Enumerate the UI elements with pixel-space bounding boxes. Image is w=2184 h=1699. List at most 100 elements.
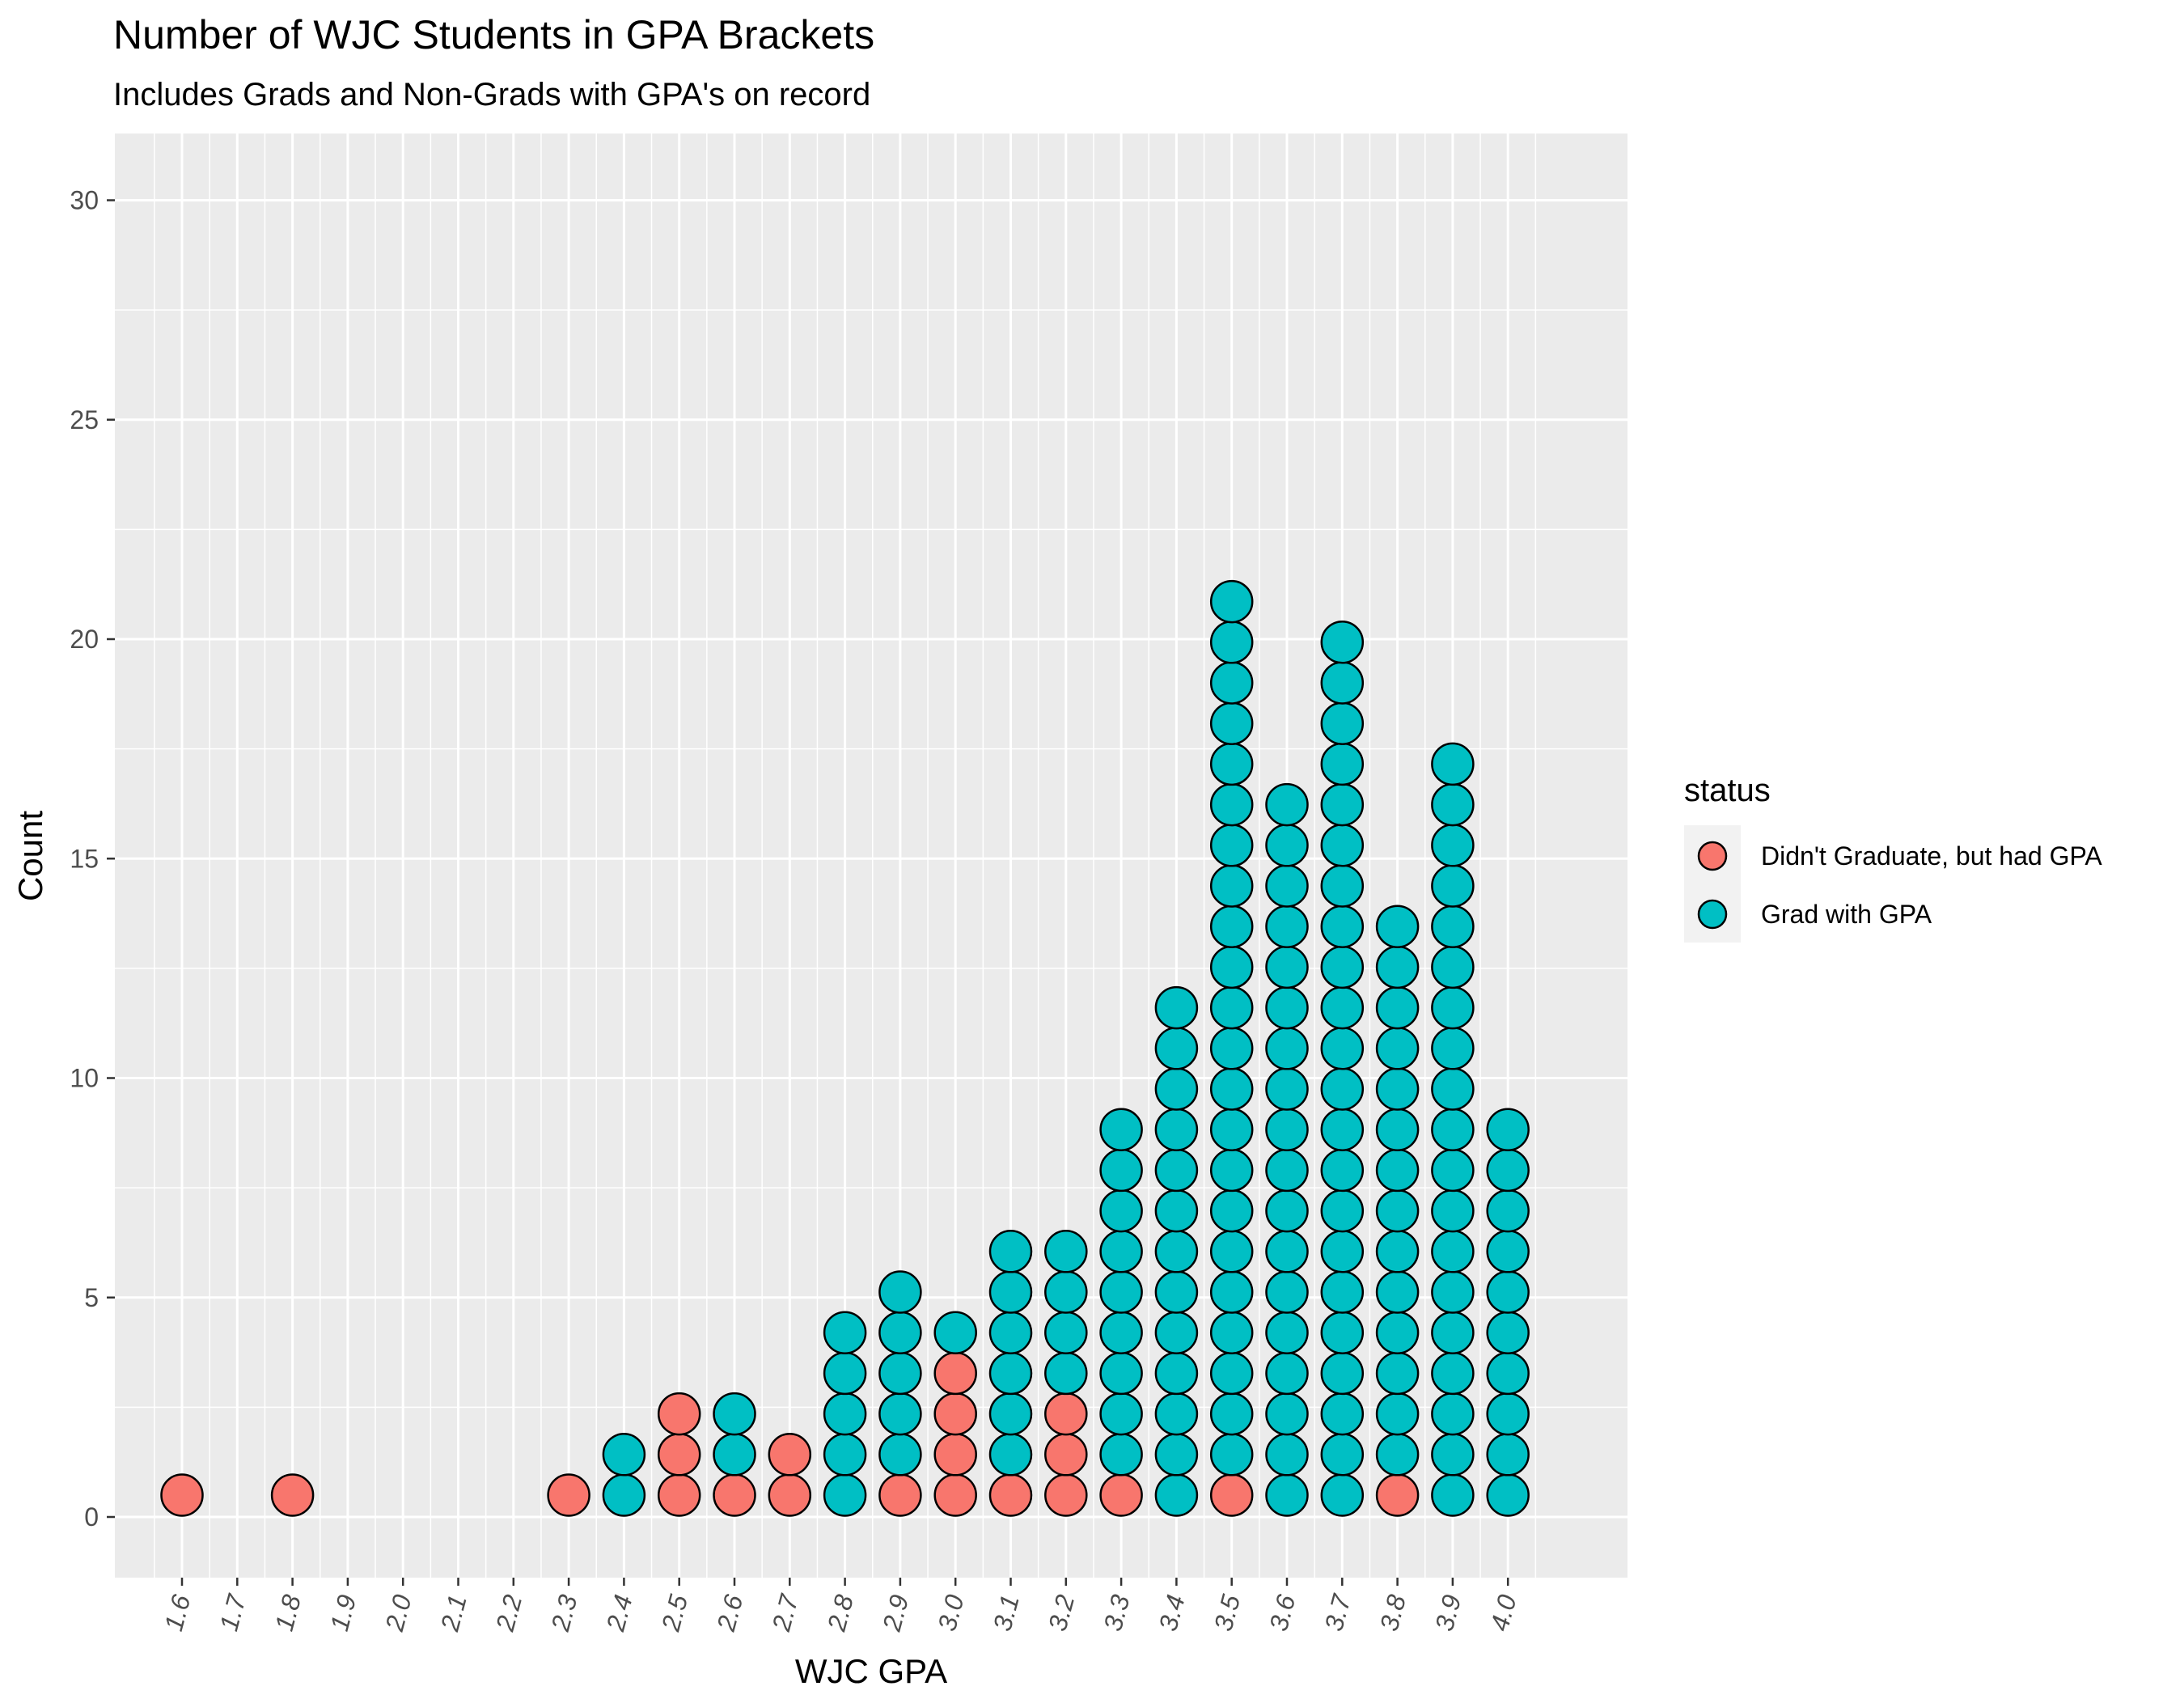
dot-grad-with-gpa	[1209, 1148, 1254, 1193]
dot-grad-with-gpa	[1154, 1351, 1199, 1396]
dot-didnt-graduate	[878, 1473, 922, 1517]
dot-grad-with-gpa	[988, 1270, 1033, 1314]
dot-grad-with-gpa	[1265, 1433, 1309, 1477]
y-axis: 0 5 10 15 20 25 30	[70, 186, 115, 1532]
legend-label-grad-with-gpa: Grad with GPA	[1761, 900, 1932, 929]
dot-grad-with-gpa	[988, 1433, 1033, 1477]
dot-grad-with-gpa	[1209, 661, 1254, 705]
dot-grad-with-gpa	[1265, 1148, 1309, 1193]
dot-didnt-graduate	[1044, 1473, 1088, 1517]
dot-grad-with-gpa	[1154, 1433, 1199, 1477]
dot-grad-with-gpa	[1375, 1311, 1420, 1354]
dot-grad-with-gpa	[1320, 742, 1365, 786]
dot-grad-with-gpa	[1486, 1270, 1530, 1314]
dot-grad-with-gpa	[1044, 1311, 1088, 1354]
x-tick-label: 2.3	[545, 1591, 583, 1634]
x-tick-label: 3.1	[988, 1591, 1025, 1633]
dot-didnt-graduate	[657, 1392, 701, 1436]
dot-grad-with-gpa	[1375, 985, 1420, 1030]
dot-grad-with-gpa	[1209, 824, 1254, 867]
x-tick-label: 3.6	[1263, 1591, 1301, 1633]
dot-grad-with-gpa	[1431, 905, 1475, 948]
dot-grad-with-gpa	[1265, 1067, 1309, 1111]
dot-grad-with-gpa	[1431, 985, 1475, 1030]
dot-didnt-graduate	[1209, 1473, 1254, 1517]
dot-grad-with-gpa	[823, 1351, 867, 1396]
dot-grad-with-gpa	[823, 1473, 867, 1517]
dot-grad-with-gpa	[1154, 1108, 1199, 1151]
dot-grad-with-gpa	[1375, 1433, 1420, 1477]
x-tick-label: 2.2	[490, 1591, 528, 1634]
dot-grad-with-gpa	[1044, 1230, 1088, 1273]
dot-grad-with-gpa	[1154, 1027, 1199, 1070]
dot-grad-with-gpa	[1265, 1392, 1309, 1436]
x-tick-label: 2.7	[766, 1591, 804, 1634]
dot-grad-with-gpa	[1320, 905, 1365, 948]
dot-grad-with-gpa	[1431, 1311, 1475, 1354]
y-tick-label: 15	[70, 844, 99, 873]
dot-grad-with-gpa	[1320, 1433, 1365, 1477]
dot-grad-with-gpa	[988, 1311, 1033, 1354]
dot-grad-with-gpa	[1099, 1311, 1143, 1354]
dot-grad-with-gpa	[1375, 1108, 1420, 1151]
dot-grad-with-gpa	[1431, 824, 1475, 867]
dot-grad-with-gpa	[1486, 1433, 1530, 1477]
dot-didnt-graduate	[1044, 1392, 1088, 1436]
dot-grad-with-gpa	[1209, 1311, 1254, 1354]
x-tick-label: 1.7	[214, 1591, 252, 1633]
dot-grad-with-gpa	[1375, 1067, 1420, 1111]
minor-gridlines	[115, 133, 1627, 1578]
dot-grad-with-gpa	[1209, 905, 1254, 948]
x-tick-label: 3.4	[1153, 1591, 1191, 1633]
dot-grad-with-gpa	[1486, 1148, 1530, 1193]
x-tick-label: 2.0	[379, 1591, 417, 1634]
dot-grad-with-gpa	[823, 1433, 867, 1477]
dot-grad-with-gpa	[1265, 1270, 1309, 1314]
dot-didnt-graduate	[547, 1473, 590, 1517]
dot-grad-with-gpa	[1486, 1230, 1530, 1273]
dot-grad-with-gpa	[1431, 1148, 1475, 1193]
y-tick-label: 5	[84, 1283, 99, 1312]
dot-grad-with-gpa	[1209, 621, 1254, 664]
x-tick-label: 3.3	[1098, 1591, 1135, 1633]
dot-grad-with-gpa	[988, 1392, 1033, 1436]
dot-grad-with-gpa	[1320, 1188, 1365, 1233]
dot-grad-with-gpa	[1265, 1311, 1309, 1354]
dot-grad-with-gpa	[1431, 1067, 1475, 1111]
x-tick-label: 2.8	[821, 1591, 859, 1634]
dot-didnt-graduate	[270, 1473, 315, 1517]
dot-grad-with-gpa	[1375, 1230, 1420, 1273]
dot-grad-with-gpa	[1320, 1473, 1365, 1517]
dot-grad-with-gpa	[1154, 1473, 1199, 1517]
y-tick-label: 25	[70, 405, 99, 434]
dot-grad-with-gpa	[1375, 1148, 1420, 1193]
dot-grad-with-gpa	[713, 1433, 756, 1477]
dot-grad-with-gpa	[1320, 1108, 1365, 1151]
dot-grad-with-gpa	[1265, 1027, 1309, 1070]
y-tick-label: 30	[70, 186, 99, 215]
dot-grad-with-gpa	[1431, 1270, 1475, 1314]
dot-grad-with-gpa	[1431, 1473, 1475, 1517]
dot-grad-with-gpa	[1209, 945, 1254, 989]
dot-grad-with-gpa	[1320, 1270, 1365, 1314]
dot-grad-with-gpa	[1320, 1351, 1365, 1396]
dot-grad-with-gpa	[1099, 1148, 1143, 1193]
dot-grad-with-gpa	[1320, 1230, 1365, 1273]
dot-didnt-graduate	[1044, 1433, 1088, 1477]
dot-grad-with-gpa	[1320, 1311, 1365, 1354]
dot-grad-with-gpa	[1375, 905, 1420, 948]
dot-grad-with-gpa	[1431, 1433, 1475, 1477]
dot-grad-with-gpa	[1209, 1188, 1254, 1233]
x-tick-label: 1.8	[269, 1591, 307, 1633]
dot-grad-with-gpa	[1099, 1270, 1143, 1314]
x-tick-label: 3.0	[932, 1591, 969, 1633]
dot-grad-with-gpa	[823, 1392, 867, 1436]
dot-grad-with-gpa	[1320, 985, 1365, 1030]
legend-key-grad-with-gpa	[1697, 899, 1728, 930]
dot-grad-with-gpa	[1099, 1433, 1143, 1477]
dot-grad-with-gpa	[1099, 1188, 1143, 1233]
dot-grad-with-gpa	[878, 1270, 922, 1314]
dot-grad-with-gpa	[1320, 661, 1365, 705]
dot-grad-with-gpa	[1431, 1230, 1475, 1273]
dot-grad-with-gpa	[1431, 782, 1475, 827]
